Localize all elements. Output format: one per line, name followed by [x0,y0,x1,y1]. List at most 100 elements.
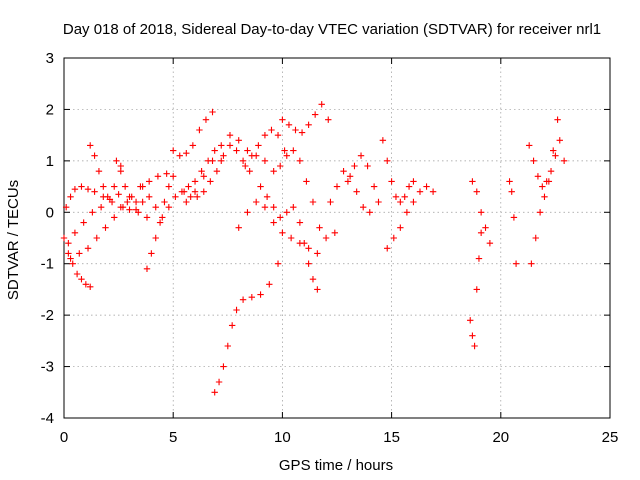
data-point [60,234,68,242]
data-point [305,260,312,267]
data-point [325,116,332,123]
data-point [207,178,214,185]
data-point [477,209,485,216]
data-point [277,214,284,221]
data-point [124,198,131,206]
data-point [322,234,330,242]
data-point [281,147,288,154]
data-point [482,224,489,231]
data-point [277,162,284,170]
y-axis-label: SDTVAR / TECUs [5,180,22,300]
data-point [80,219,87,226]
data-point [198,167,205,175]
data-point [410,178,417,185]
data-point [534,173,542,180]
data-point [67,255,74,262]
data-point [165,203,173,211]
data-point [539,183,546,190]
data-point [187,193,194,201]
data-point [473,188,480,195]
data-point [119,203,127,211]
data-point [176,152,183,159]
data-point [283,152,290,159]
data-point [532,234,539,242]
data-point [525,142,533,149]
data-point [246,167,253,175]
y-tick-labels: -4 -3 -2 -1 0 1 2 3 [41,50,54,427]
data-point [528,260,535,267]
data-point [67,193,74,201]
data-point [473,286,480,293]
x-tick-label: 0 [60,429,68,446]
x-tick-label: 25 [602,429,619,446]
data-point [215,378,223,386]
data-point [467,317,474,324]
data-point [410,198,417,206]
data-point [274,131,282,139]
data-points [60,101,568,396]
data-point [530,157,537,165]
data-point [403,209,411,216]
data-point [370,183,378,190]
data-point [62,203,70,211]
data-point [191,178,199,185]
data-point [194,193,201,201]
data-point [69,260,76,267]
data-point [235,224,242,231]
data-point [486,239,494,247]
data-point [200,188,207,195]
data-point [255,142,262,149]
x-tick-label: 20 [492,429,509,446]
data-point [318,101,325,108]
data-point [287,234,295,242]
data-point [298,129,306,136]
data-point [268,126,275,134]
y-tick-label: 1 [46,153,54,170]
data-point [257,183,264,190]
data-point [117,167,124,175]
data-point [506,178,513,185]
x-axis-label: GPS time / hours [279,457,393,474]
data-point [554,116,561,123]
data-point [379,137,387,144]
data-point [84,245,92,252]
data-point [290,203,297,211]
data-point [305,121,312,129]
data-point [327,198,334,206]
data-point [115,191,122,198]
axis-ticks [63,57,611,419]
data-point [333,183,341,190]
y-tick-label: -1 [41,256,54,273]
data-point [102,224,109,231]
data-point [397,224,404,231]
data-point [228,322,236,329]
data-point [183,198,190,206]
data-point [139,198,146,206]
data-point [309,198,317,206]
data-point [384,245,391,252]
data-point [91,188,98,195]
data-point [279,116,286,123]
data-point [132,206,140,213]
data-point [296,219,304,226]
data-point [170,173,177,180]
data-point [235,137,242,144]
data-point [314,286,321,293]
data-point [274,260,282,267]
data-point [220,363,227,370]
data-point [239,296,247,303]
data-point [423,183,430,190]
data-point [261,131,269,139]
data-point [314,250,321,257]
data-point [165,183,173,190]
data-point [145,178,153,185]
data-point [163,170,170,177]
plot-frame [63,57,611,419]
data-point [121,183,129,190]
data-point [303,178,310,185]
data-point [97,203,105,211]
data-point [145,193,153,201]
data-point [91,152,98,159]
data-point [159,214,166,221]
data-point [220,152,227,159]
